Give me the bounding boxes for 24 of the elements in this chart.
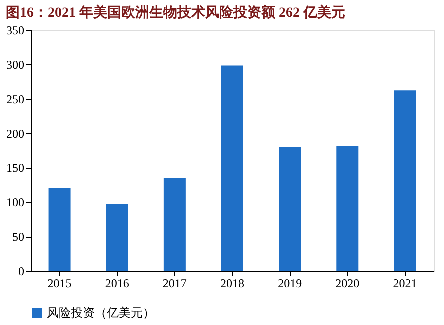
chart-title: 图16：2021 年美国欧洲生物技术风险投资额 262 亿美元	[6, 4, 346, 21]
y-tick-label: 250	[6, 92, 24, 106]
y-tick-label: 50	[12, 230, 24, 244]
y-tick-label: 350	[6, 24, 24, 38]
y-tick-label: 200	[6, 126, 24, 141]
x-tick-label: 2017	[162, 276, 187, 290]
y-tick-label: 300	[6, 58, 24, 72]
x-tick-label: 2019	[278, 276, 302, 290]
x-tick-label: 2016	[105, 276, 130, 290]
x-tick-label: 2018	[220, 276, 244, 290]
bar	[106, 204, 128, 271]
legend-label: 风险投资（亿美元）	[47, 306, 155, 320]
bar	[279, 147, 302, 271]
y-tick-label: 150	[6, 161, 24, 176]
bar	[222, 66, 244, 271]
bar	[394, 90, 416, 271]
bar	[164, 178, 186, 271]
x-tick-label: 2015	[48, 276, 72, 290]
y-tick-label: 0	[18, 264, 24, 278]
y-tick-label: 100	[6, 196, 24, 210]
bar	[336, 146, 359, 271]
bar	[48, 188, 71, 271]
x-tick-label: 2021	[393, 276, 418, 290]
x-tick-label: 2020	[336, 276, 360, 290]
